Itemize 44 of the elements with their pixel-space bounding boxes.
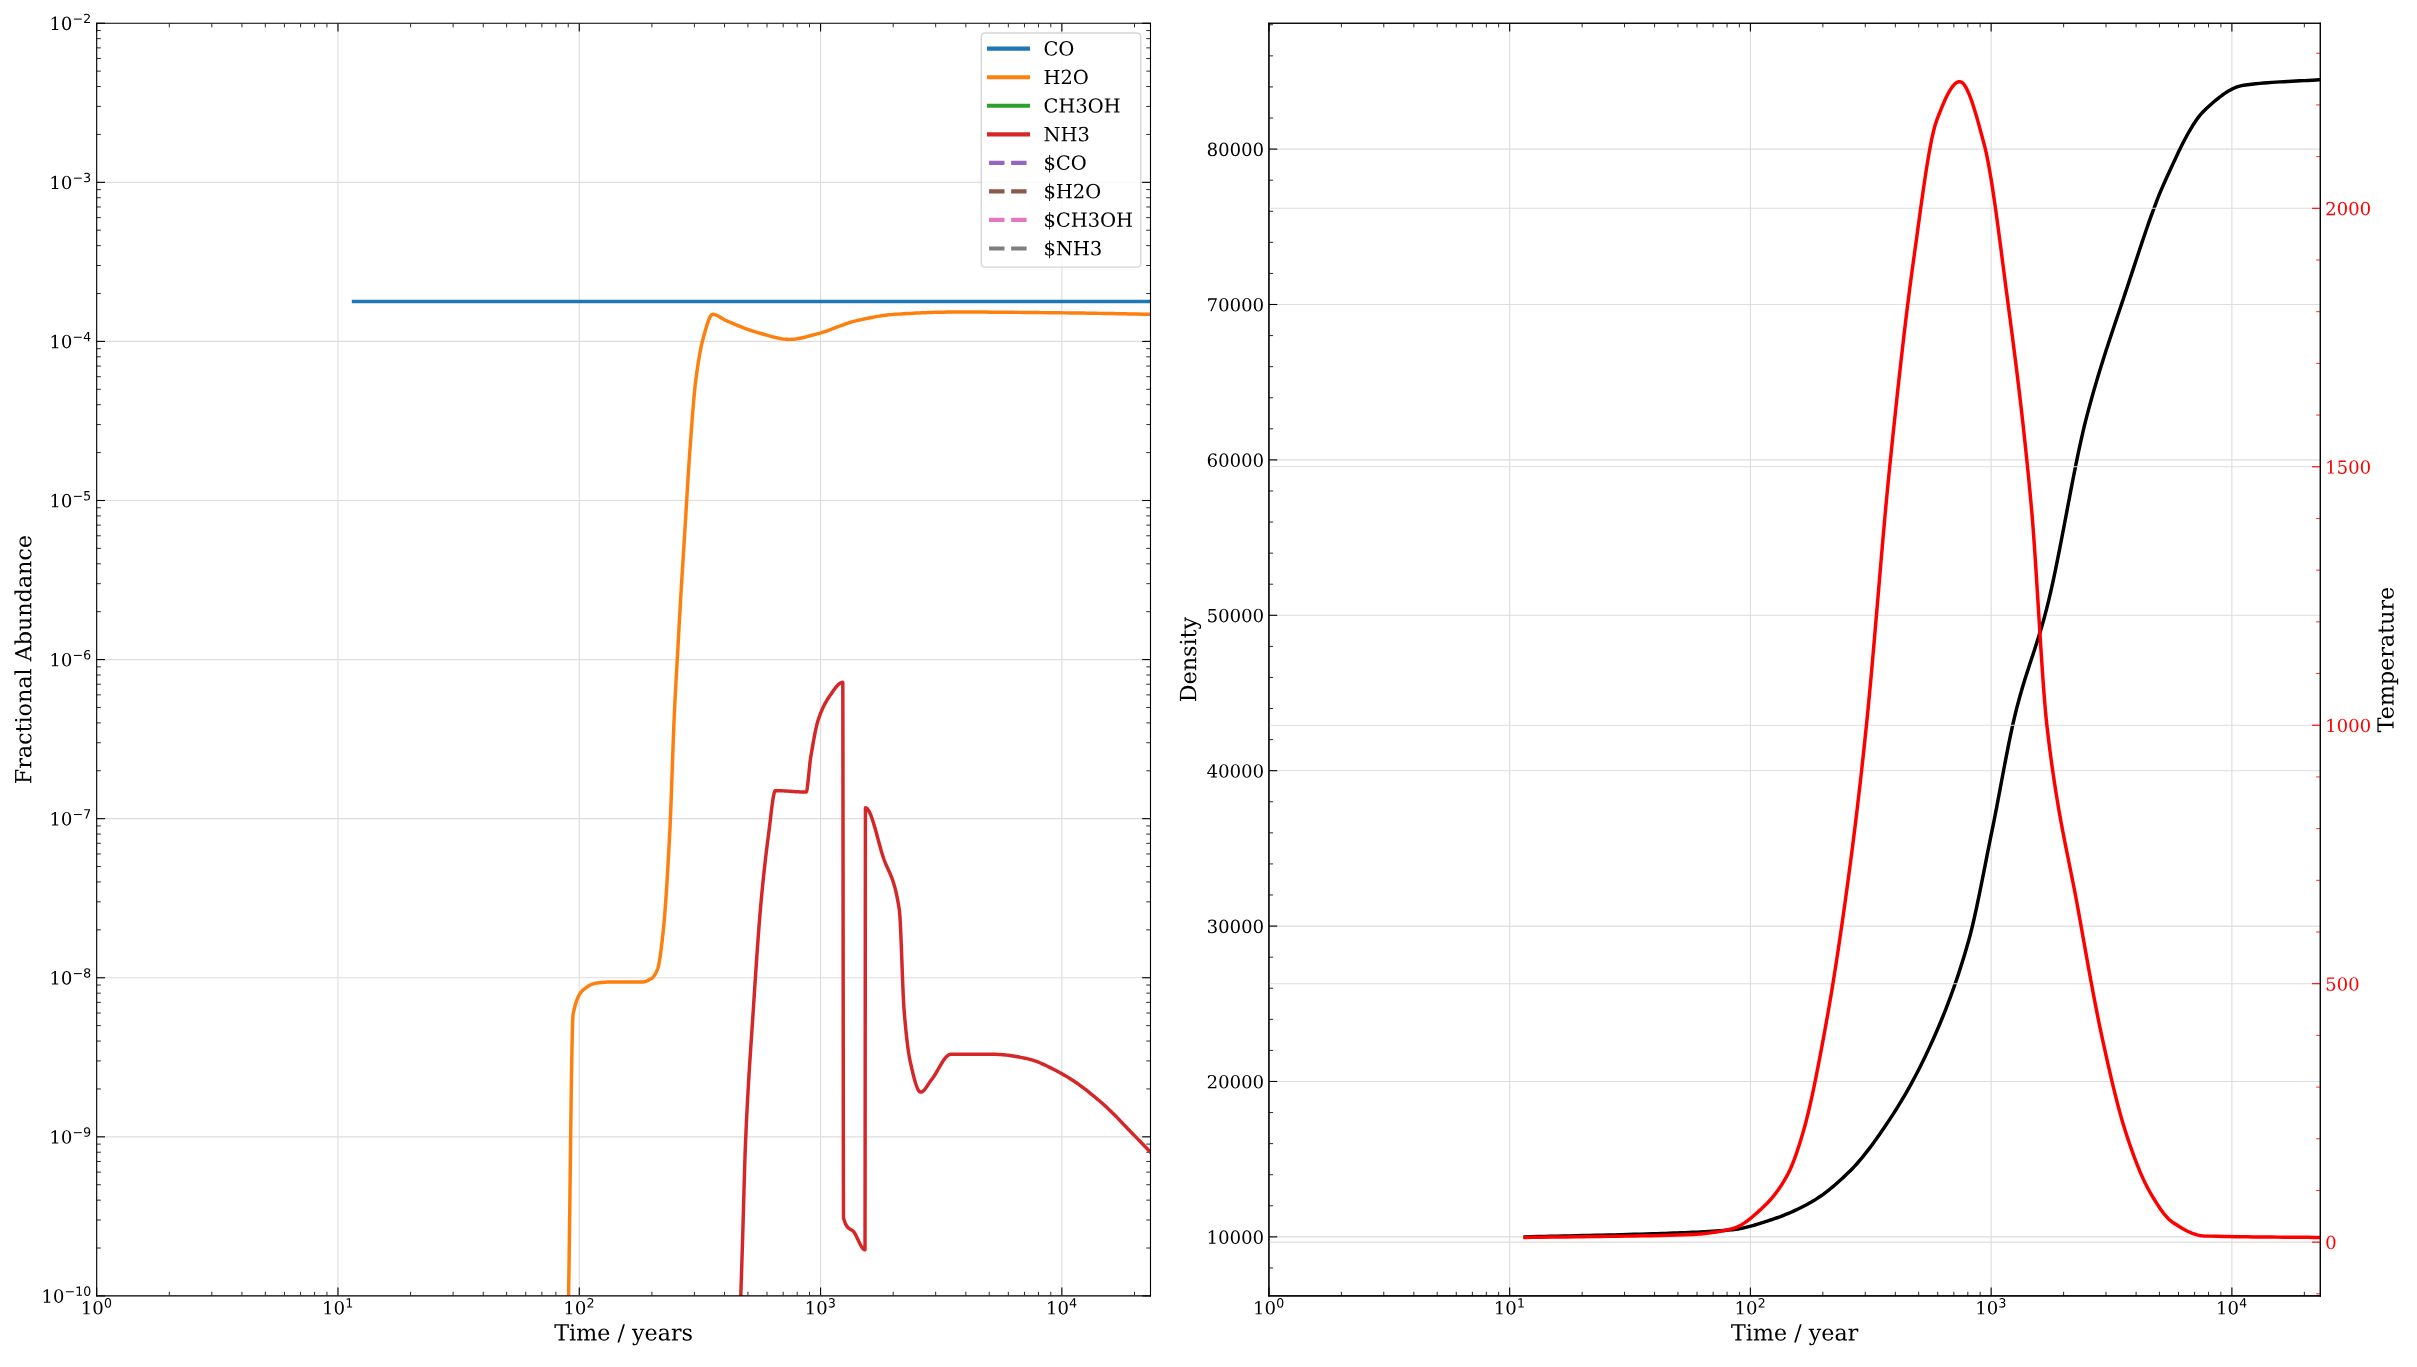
x-tick-label: 10$^{1}$ xyxy=(1495,1298,1524,1315)
y2-tick-label: 500 xyxy=(2326,977,2359,991)
x-axis-title: Time / years xyxy=(554,1324,692,1346)
y-tick-label: 80000 xyxy=(1207,142,1263,157)
x-tick-label: 10$^{1}$ xyxy=(324,1298,353,1315)
y-tick-label: 10$^{−3}$ xyxy=(51,172,91,190)
legend-label: NH3 xyxy=(1044,126,1089,142)
legend-label: H2O xyxy=(1044,69,1088,85)
y-tick-label: 60000 xyxy=(1207,453,1263,468)
y-tick-label: 10$^{−7}$ xyxy=(51,809,91,826)
legend-label: CO xyxy=(1044,41,1074,56)
legend-label: $H2O xyxy=(1045,183,1101,202)
y-tick-label: 10$^{−6}$ xyxy=(51,650,91,667)
y2-tick-label: 1000 xyxy=(2327,718,2370,733)
legend-label: $CH3OH xyxy=(1045,211,1132,230)
y2-tick-label: 0 xyxy=(2326,1235,2336,1250)
y-tick-label: 10$^{−5}$ xyxy=(51,491,91,508)
y-tick-label: 10000 xyxy=(1208,1230,1263,1244)
legend-label: $NH3 xyxy=(1045,240,1101,259)
x-tick-label: 10$^{0}$ xyxy=(1255,1298,1284,1315)
y-tick-label: 70000 xyxy=(1208,297,1263,312)
y-tick-label: 10$^{−8}$ xyxy=(51,968,91,985)
y2-axis-title: Temperature xyxy=(2377,587,2399,733)
y-tick-label: 30000 xyxy=(1208,919,1263,934)
y2-tick-label: 2000 xyxy=(2326,201,2370,216)
x-axis-title: Time / year xyxy=(1731,1324,1859,1346)
y-tick-label: 10$^{−2}$ xyxy=(51,13,90,31)
x-tick-label: 10$^{0}$ xyxy=(82,1298,112,1315)
x-tick-label: 10$^{2}$ xyxy=(1736,1298,1765,1315)
y-axis-title: Fractional Abundance xyxy=(14,536,32,783)
x-tick-label: 10$^{3}$ xyxy=(1977,1298,2006,1315)
legend-label: CH3OH xyxy=(1044,98,1120,113)
y-tick-label: 40000 xyxy=(1207,764,1263,778)
y-axis-title: Density xyxy=(1179,617,1202,701)
y-tick-label: 10$^{−4}$ xyxy=(51,332,91,349)
y2-tick-label: 1500 xyxy=(2327,460,2370,474)
legend-label: $CO xyxy=(1045,154,1086,173)
y-tick-label: 10$^{−9}$ xyxy=(51,1127,91,1144)
y-tick-label: 50000 xyxy=(1208,608,1263,623)
x-tick-label: 10$^{2}$ xyxy=(565,1298,594,1315)
x-tick-label: 10$^{3}$ xyxy=(806,1298,835,1315)
x-tick-label: 10$^{4}$ xyxy=(1048,1298,1077,1315)
y-tick-label: 20000 xyxy=(1207,1074,1263,1089)
x-tick-label: 10$^{4}$ xyxy=(2218,1298,2247,1315)
